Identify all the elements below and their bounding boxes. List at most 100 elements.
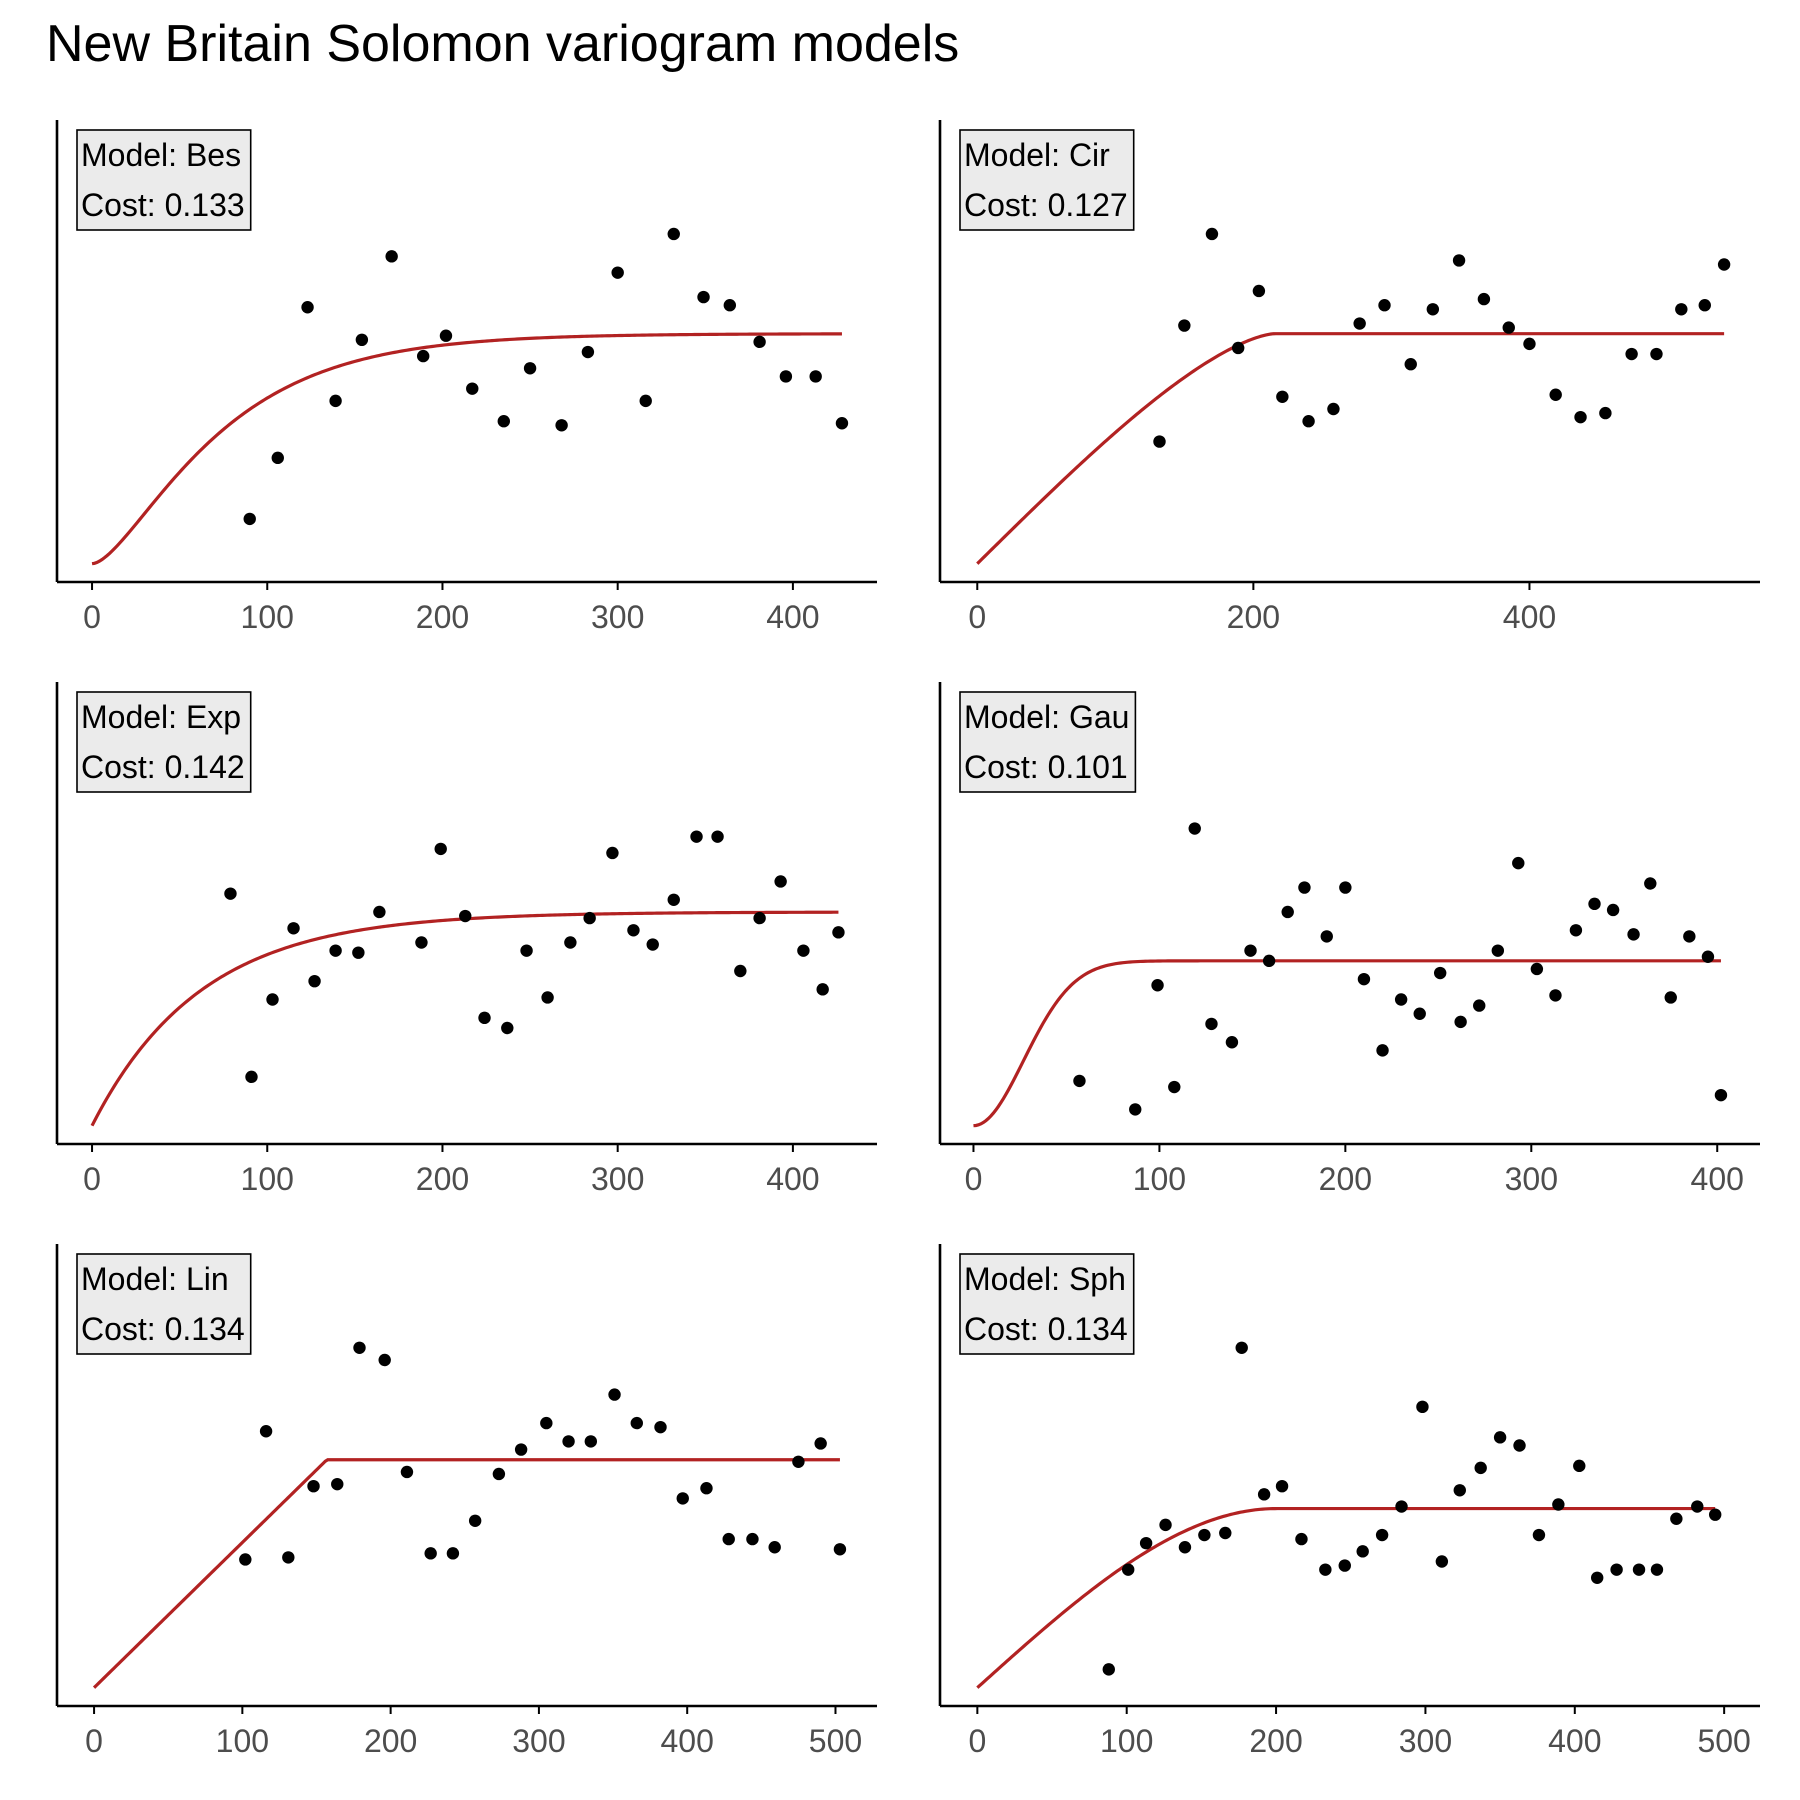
empirical-point — [1433, 966, 1447, 980]
empirical-point — [415, 936, 428, 949]
empirical-point — [639, 394, 652, 408]
empirical-point — [459, 909, 472, 923]
empirical-point — [1452, 254, 1466, 267]
figure-title: New Britain Solomon variogram models — [46, 15, 960, 73]
empirical-point — [1453, 1484, 1466, 1497]
empirical-point — [1512, 856, 1525, 870]
model-curve — [92, 1458, 840, 1689]
empirical-point — [478, 1011, 491, 1025]
empirical-point — [564, 936, 577, 949]
empirical-point — [1178, 319, 1191, 332]
model-name-label: Model: Sph — [964, 1261, 1126, 1297]
model-label-box — [959, 691, 1137, 793]
empirical-point — [329, 394, 342, 408]
model-label-box — [959, 129, 1135, 231]
x-tick-label: 400 — [1503, 599, 1556, 635]
model-name-label: Model: Gau — [964, 699, 1129, 735]
empirical-point — [501, 1021, 514, 1035]
empirical-point — [1670, 1512, 1683, 1525]
empirical-point — [1188, 822, 1201, 835]
empirical-point — [1178, 1541, 1192, 1554]
empirical-point — [1413, 1007, 1426, 1020]
empirical-point — [400, 1465, 414, 1479]
empirical-point — [1198, 1528, 1211, 1542]
empirical-point — [1219, 1526, 1232, 1540]
empirical-point — [1416, 1400, 1429, 1414]
empirical-point — [1650, 1563, 1664, 1576]
empirical-point — [723, 299, 737, 312]
panel-gau: 0 100 200 300 400 Model: Gau Cost: 0.101 — [938, 682, 1760, 1197]
empirical-point — [1404, 358, 1417, 371]
panel-bes: 0 100 200 300 400 Model: Bes Cost: 0.133 — [55, 120, 877, 635]
empirical-point — [1252, 284, 1266, 298]
empirical-point — [416, 349, 430, 363]
empirical-point — [608, 1388, 621, 1401]
empirical-point — [287, 922, 300, 935]
x-tick-label: 300 — [512, 1723, 565, 1759]
empirical-point — [1717, 258, 1731, 271]
model-cost-label: Cost: 0.133 — [81, 187, 245, 223]
empirical-point — [1281, 905, 1294, 919]
empirical-point — [308, 974, 321, 988]
empirical-point — [1298, 881, 1311, 894]
panel-cir: 0 200 400 Model: Cir Cost: 0.127 — [938, 120, 1760, 635]
empirical-point — [1338, 1559, 1351, 1572]
model-cost-label: Cost: 0.127 — [964, 187, 1128, 223]
empirical-point — [1523, 337, 1536, 351]
empirical-point — [1664, 991, 1677, 1004]
empirical-point — [1356, 1545, 1369, 1558]
empirical-point — [1698, 299, 1711, 312]
empirical-point — [378, 1353, 391, 1367]
model-curve — [976, 1506, 1716, 1689]
empirical-point — [1073, 1074, 1086, 1088]
empirical-point — [1235, 1341, 1248, 1354]
empirical-point — [583, 911, 596, 925]
empirical-point — [1262, 954, 1276, 968]
empirical-point — [753, 335, 766, 349]
x-tick-label: 400 — [1691, 1161, 1744, 1197]
empirical-point — [385, 250, 398, 263]
x-tick-label: 0 — [968, 599, 986, 635]
empirical-point — [1302, 415, 1315, 428]
x-tick-label: 500 — [809, 1723, 862, 1759]
empirical-point — [1625, 347, 1638, 361]
empirical-point — [1650, 347, 1663, 361]
x-tick-label: 0 — [968, 1723, 986, 1759]
empirical-point — [1295, 1532, 1308, 1546]
empirical-point — [779, 370, 793, 383]
model-curve — [973, 959, 1721, 1128]
empirical-point — [1375, 1528, 1389, 1542]
empirical-point — [1530, 962, 1544, 976]
x-tick-label: 300 — [1399, 1723, 1452, 1759]
x-tick-label: 200 — [416, 599, 469, 635]
empirical-point — [1159, 1518, 1172, 1532]
empirical-point — [1627, 928, 1640, 941]
empirical-point — [1532, 1528, 1546, 1542]
empirical-point — [271, 451, 284, 465]
empirical-point — [523, 362, 537, 375]
empirical-point — [1549, 388, 1562, 401]
empirical-point — [832, 926, 845, 939]
empirical-point — [497, 415, 510, 428]
empirical-point — [1473, 999, 1486, 1012]
empirical-point — [1339, 881, 1352, 894]
empirical-point — [606, 846, 619, 860]
empirical-point — [1426, 303, 1440, 316]
model-label-box — [76, 1253, 252, 1355]
empirical-point — [1257, 1488, 1271, 1501]
empirical-point — [355, 333, 369, 347]
empirical-point — [792, 1455, 805, 1468]
empirical-point — [1225, 1036, 1239, 1049]
empirical-point — [1701, 950, 1715, 963]
model-name-label: Model: Bes — [81, 137, 241, 173]
empirical-point — [1319, 1563, 1332, 1576]
empirical-point — [373, 905, 386, 919]
model-name-label: Model: Cir — [964, 137, 1110, 173]
empirical-point — [1376, 1044, 1389, 1057]
empirical-point — [627, 924, 640, 937]
x-tick-label: 200 — [416, 1161, 469, 1197]
empirical-point — [1276, 390, 1289, 403]
panel-exp: 0 100 200 300 400 Model: Exp Cost: 0.142 — [55, 682, 877, 1197]
empirical-point — [1139, 1536, 1153, 1550]
